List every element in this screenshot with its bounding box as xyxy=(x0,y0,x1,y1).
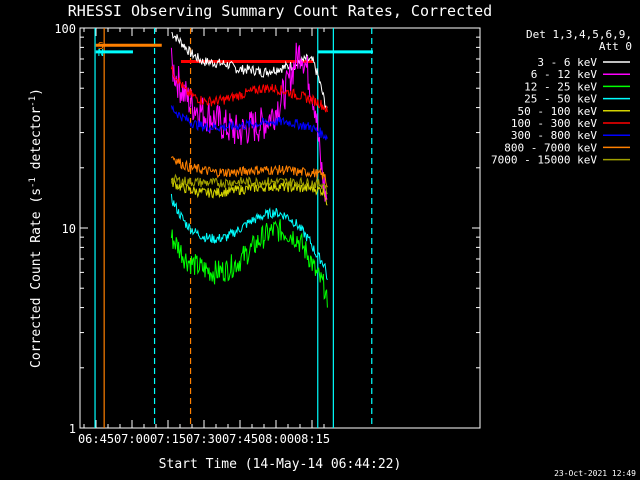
legend-header-line2: Att 0 xyxy=(599,40,632,53)
footer-timestamp: 23-Oct-2021 12:49 xyxy=(554,469,636,478)
legend-entry-label: 300 - 800 keV xyxy=(511,129,597,142)
series-line xyxy=(170,65,328,113)
legend-entry-label: 800 - 7000 keV xyxy=(504,141,597,154)
legend-entry-label: 50 - 100 keV xyxy=(518,105,598,118)
plot-axes xyxy=(79,27,481,429)
x-tick-label: 08:15 xyxy=(294,432,330,446)
legend-entry-label: 6 - 12 keV xyxy=(531,68,598,81)
series-line xyxy=(170,177,328,206)
x-tick-label: 07:15 xyxy=(150,432,186,446)
x-tick-label: 07:00 xyxy=(114,432,150,446)
plot-frame xyxy=(79,27,481,429)
x-tick-label: 07:30 xyxy=(186,432,222,446)
y-tick-labels: 1 10 100 xyxy=(54,22,76,436)
y-tick-label: 100 xyxy=(54,22,76,36)
x-axis-label: Start Time (14-May-14 06:44:22) xyxy=(159,457,402,472)
x-tick-label: 07:45 xyxy=(222,432,258,446)
y-axis-label: Corrected Count Rate (s-1 detector-1) xyxy=(28,88,44,368)
chart-title: RHESSI Observing Summary Count Rates, Co… xyxy=(68,2,492,20)
legend-entry-label: 25 - 50 keV xyxy=(524,93,597,106)
legend-entry-label: 3 - 6 keV xyxy=(537,56,597,69)
x-tick-labels: 06:45 07:00 07:15 07:30 07:45 08:00 08:15 xyxy=(78,432,330,446)
series-line xyxy=(170,193,328,281)
legend-entry-label: 7000 - 15000 keV xyxy=(491,154,597,167)
legend-entry-label: 12 - 25 keV xyxy=(524,80,597,93)
series-line xyxy=(170,219,328,308)
flag-label: N xyxy=(98,48,104,59)
series-line xyxy=(170,156,328,188)
y-tick-label: 10 xyxy=(62,222,76,236)
vertical-markers xyxy=(94,28,373,428)
x-tick-label: 06:45 xyxy=(78,432,114,446)
flag-label: S xyxy=(98,41,104,52)
legend-entry-label: 100 - 300 keV xyxy=(511,117,597,130)
data-series xyxy=(170,32,328,308)
series-line xyxy=(170,173,328,196)
y-tick-label: 1 xyxy=(69,422,76,436)
flag-bars: SN xyxy=(95,41,373,63)
x-tick-label: 08:00 xyxy=(258,432,294,446)
legend-header-line1: Det 1,3,4,5,6,9, xyxy=(526,28,632,41)
series-line xyxy=(170,104,328,141)
